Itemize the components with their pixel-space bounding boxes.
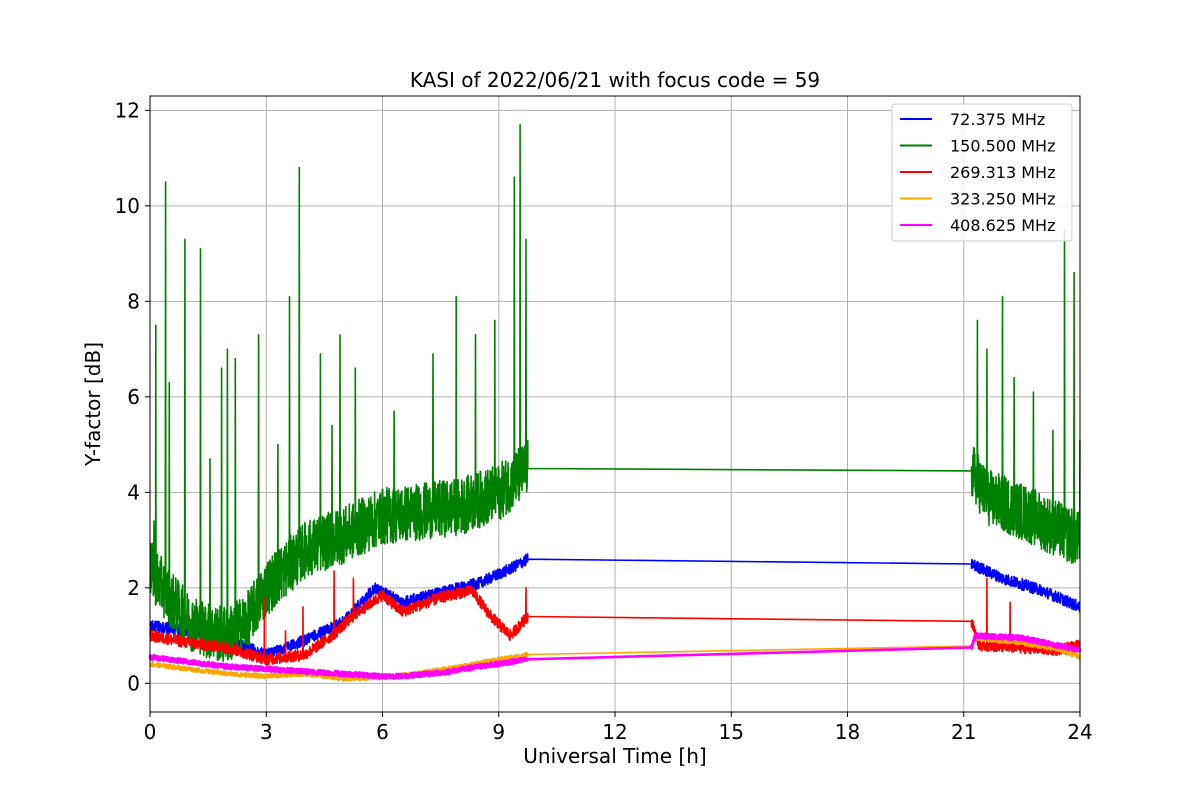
x-tick-label: 6 xyxy=(376,720,389,744)
y-axis-label: Y-factor [dB] xyxy=(81,342,105,467)
x-axis-label: Universal Time [h] xyxy=(523,744,706,768)
series-layer xyxy=(148,123,1082,682)
x-tick-label: 24 xyxy=(1067,720,1092,744)
y-tick-label: 0 xyxy=(127,671,140,695)
x-tick-label: 0 xyxy=(144,720,157,744)
y-tick-label: 6 xyxy=(127,385,140,409)
y-tick-label: 4 xyxy=(127,480,140,504)
y-tick-label: 8 xyxy=(127,289,140,313)
legend: 72.375 MHz 150.500 MHz 269.313 MHz 323.250 … xyxy=(891,103,1073,242)
x-tick-label: 9 xyxy=(492,720,505,744)
series-line xyxy=(149,123,1081,662)
legend-label: 269.313 MHz xyxy=(950,163,1055,182)
y-tick-label: 10 xyxy=(115,194,140,218)
x-tick-label: 18 xyxy=(835,720,860,744)
series-line xyxy=(149,570,1081,666)
legend-label: 150.500 MHz xyxy=(950,137,1055,156)
legend-box xyxy=(891,103,1073,242)
x-tick-label: 21 xyxy=(951,720,976,744)
legend-label: 72.375 MHz xyxy=(950,110,1045,129)
x-tick-label: 12 xyxy=(602,720,627,744)
chart-title: KASI of 2022/06/21 with focus code = 59 xyxy=(410,68,820,92)
legend-label: 408.625 MHz xyxy=(950,216,1055,235)
legend-label: 323.250 MHz xyxy=(950,190,1055,209)
y-tick-label: 2 xyxy=(127,576,140,600)
y-tick-label: 12 xyxy=(115,98,140,122)
x-tick-label: 3 xyxy=(260,720,273,744)
grid xyxy=(149,96,1081,712)
x-tick-label: 15 xyxy=(719,720,744,744)
series-line xyxy=(148,632,1082,680)
